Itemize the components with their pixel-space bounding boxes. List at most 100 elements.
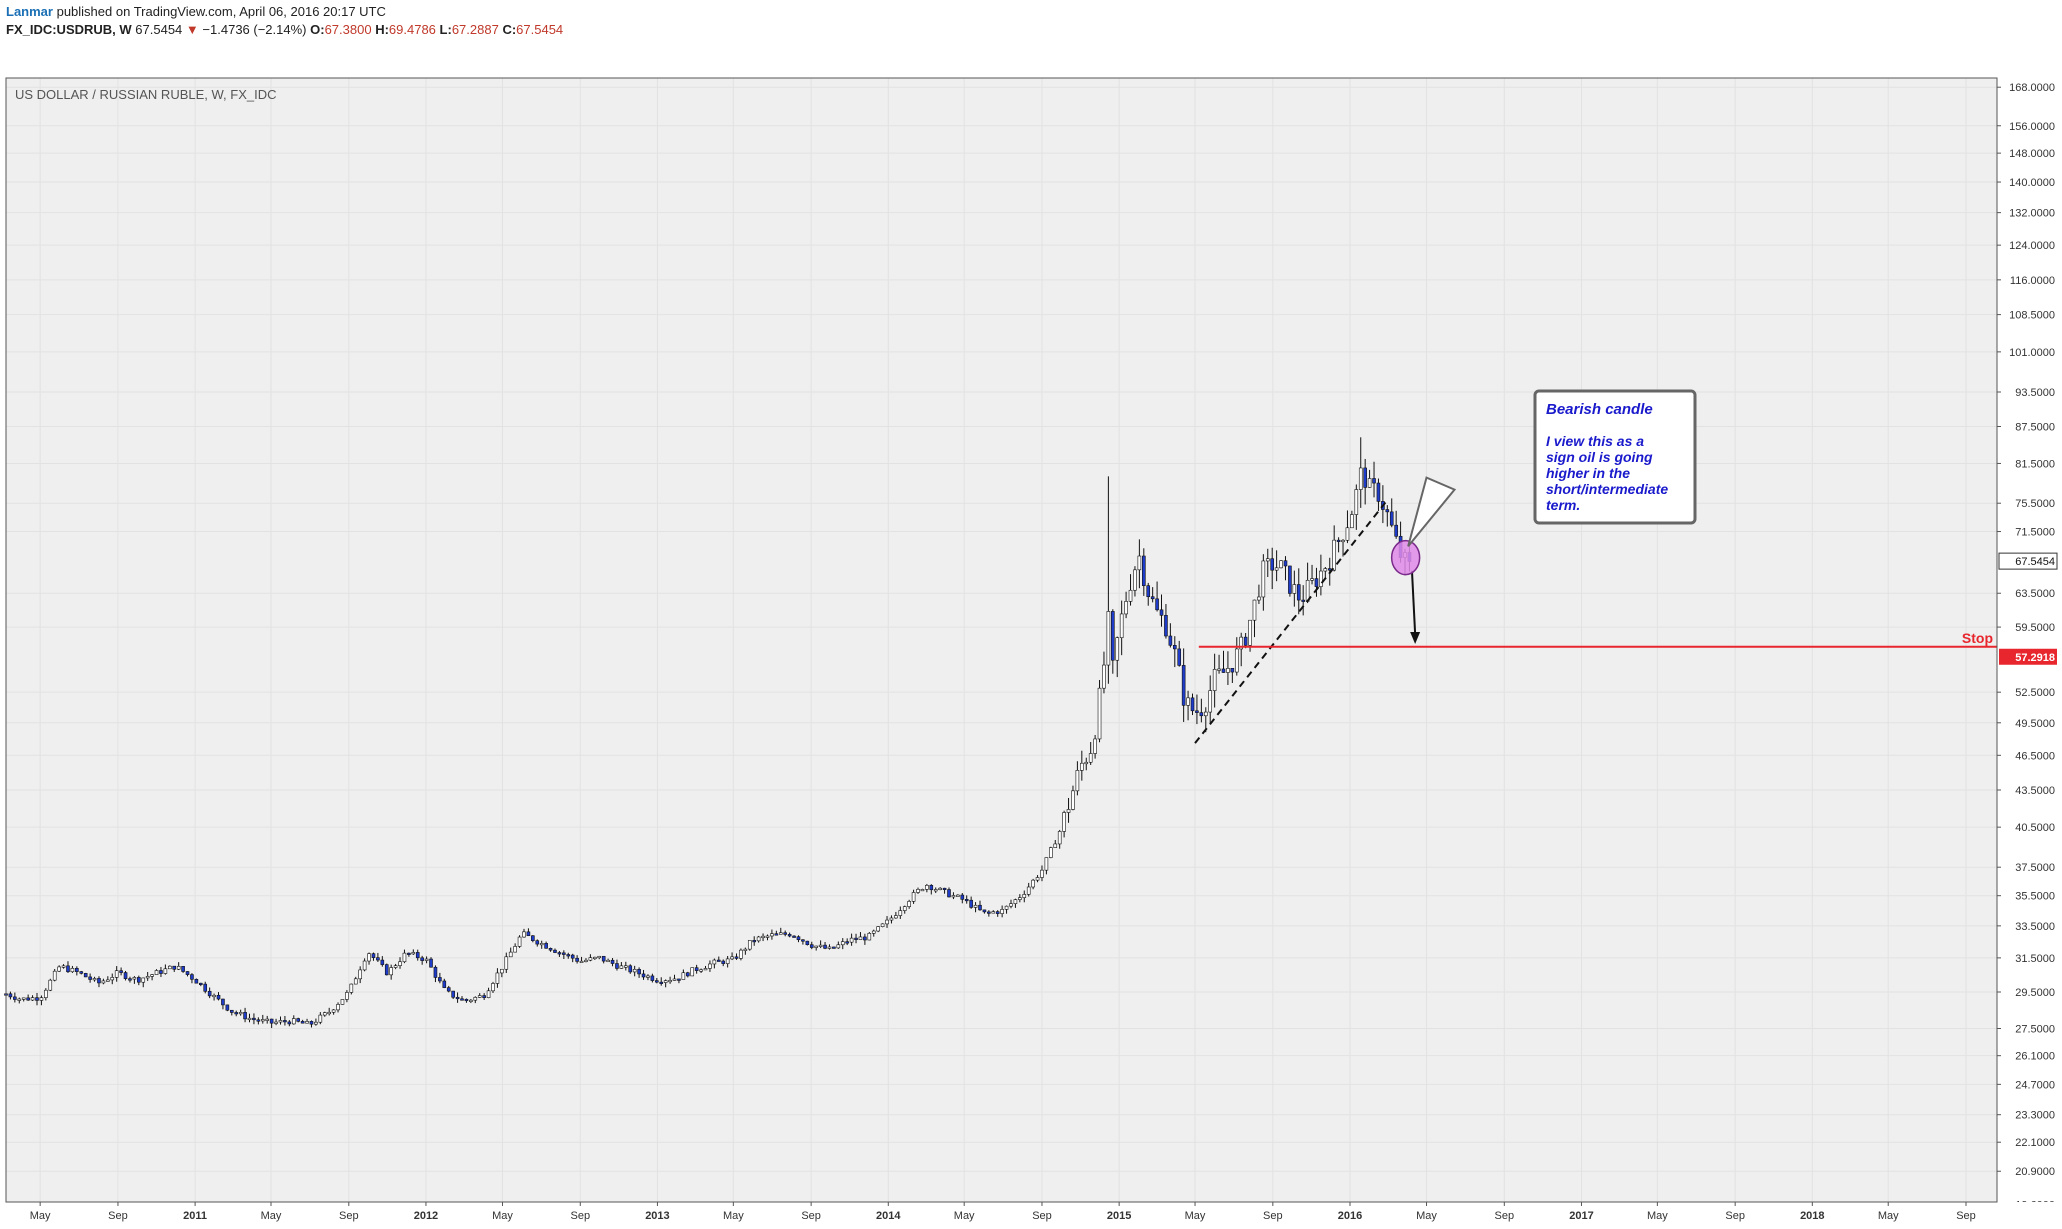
candle-body [327, 1011, 331, 1015]
candle-body [380, 959, 385, 965]
trendline[interactable] [1194, 501, 1387, 744]
candle-body [787, 934, 792, 937]
candle-body [1181, 665, 1186, 706]
candle-body [818, 944, 823, 947]
candle-body [761, 935, 765, 939]
candle-body [1106, 611, 1111, 666]
candle-body [362, 960, 367, 971]
candle-body [39, 997, 44, 1001]
candle-body [274, 1021, 278, 1024]
candle-body [389, 967, 393, 976]
low-value: 67.2887 [451, 22, 499, 37]
time-tick-label: Sep [1956, 1210, 1976, 1222]
candle-body [548, 947, 553, 951]
down-arrow[interactable] [1410, 570, 1417, 635]
candle-body [1075, 770, 1080, 792]
candle-body [681, 972, 686, 980]
candle-body [942, 887, 947, 891]
candle-body [1150, 596, 1155, 600]
candle-body [925, 884, 929, 890]
candle-body [570, 954, 575, 959]
time-tick-label: May [1647, 1210, 1668, 1222]
price-tick-label: 22.1000 [2015, 1137, 2055, 1149]
price-scale[interactable] [1997, 78, 2062, 1202]
candle-body [628, 965, 633, 973]
candle-body [75, 968, 79, 972]
candle-body [203, 983, 208, 992]
candle-body [1296, 584, 1301, 601]
candle-body [531, 935, 535, 941]
candle-body [1186, 697, 1190, 706]
stop-price-tag [1999, 648, 2057, 665]
candle-body [1274, 567, 1279, 571]
candle-body [52, 970, 57, 981]
candle-body [1146, 585, 1151, 598]
time-tick-label: 2016 [1338, 1210, 1362, 1222]
candle-body [597, 955, 602, 959]
candle-body [477, 995, 482, 998]
candle-body [1164, 615, 1168, 637]
candle-body [229, 1009, 234, 1013]
candle-body [345, 992, 349, 1000]
candle-body [384, 964, 389, 976]
callout-box[interactable]: Bearish candle I view this as a sign oil… [1407, 389, 1697, 547]
candle-body [601, 955, 606, 962]
price-tick-label: 52.5000 [2015, 687, 2055, 699]
candle-body [331, 1009, 336, 1013]
symbol-label[interactable]: FX_IDC:USDRUB, W [6, 22, 132, 37]
candle-body [1155, 598, 1159, 611]
candle-body [26, 997, 30, 1001]
time-tick-label: May [30, 1210, 51, 1222]
candle-body [730, 956, 734, 960]
candle-body [119, 970, 123, 973]
bearish-candle-highlight[interactable] [1390, 539, 1421, 576]
candle-body [1177, 648, 1182, 666]
candle-body [1279, 560, 1283, 569]
candle-body [553, 949, 557, 953]
time-scale[interactable] [0, 1202, 2062, 1229]
price-tick-label: 156.0000 [2009, 121, 2055, 133]
candle-body [1288, 565, 1292, 594]
candle-body [716, 959, 721, 962]
candle-body [987, 911, 991, 914]
candle-body [969, 899, 973, 908]
candle-body [1124, 601, 1128, 615]
candle-body [181, 966, 185, 972]
candle-body [305, 1021, 309, 1024]
candle-body [1243, 636, 1248, 646]
candle-body [17, 998, 22, 1001]
candle-body [933, 889, 938, 892]
candle-body [88, 976, 92, 980]
time-tick-label: 2011 [183, 1210, 207, 1222]
candle-body [535, 940, 540, 945]
candle-body [1385, 509, 1390, 513]
candle-body [495, 972, 500, 984]
callout-line: term. [1546, 497, 1580, 513]
candle-body [650, 975, 655, 981]
candle-body [238, 1012, 243, 1015]
callout-tail [1407, 476, 1457, 547]
candle-body [902, 906, 907, 911]
candle-body [889, 917, 894, 921]
high-label: H: [375, 22, 389, 37]
candle-body [615, 963, 619, 969]
candle-body [960, 894, 965, 900]
candle-body [880, 923, 885, 927]
candle-body [486, 990, 491, 998]
candle-body [1261, 560, 1266, 598]
callout-line: sign oil is going [1546, 449, 1653, 465]
candle-body [1257, 596, 1261, 601]
down-arrow-head [1410, 631, 1421, 644]
author-link[interactable]: Lanmar [6, 4, 53, 19]
candle-body [1093, 738, 1097, 754]
price-tick-label: 29.5000 [2015, 987, 2055, 999]
candle-body [376, 957, 380, 961]
candle-body [1270, 558, 1274, 571]
candle-body [446, 987, 451, 992]
price-tick-label: 75.5000 [2015, 498, 2055, 510]
time-tick-label: Sep [1032, 1210, 1052, 1222]
candle-body [83, 973, 88, 978]
candle-body [584, 959, 588, 963]
close-label: C: [502, 22, 517, 37]
